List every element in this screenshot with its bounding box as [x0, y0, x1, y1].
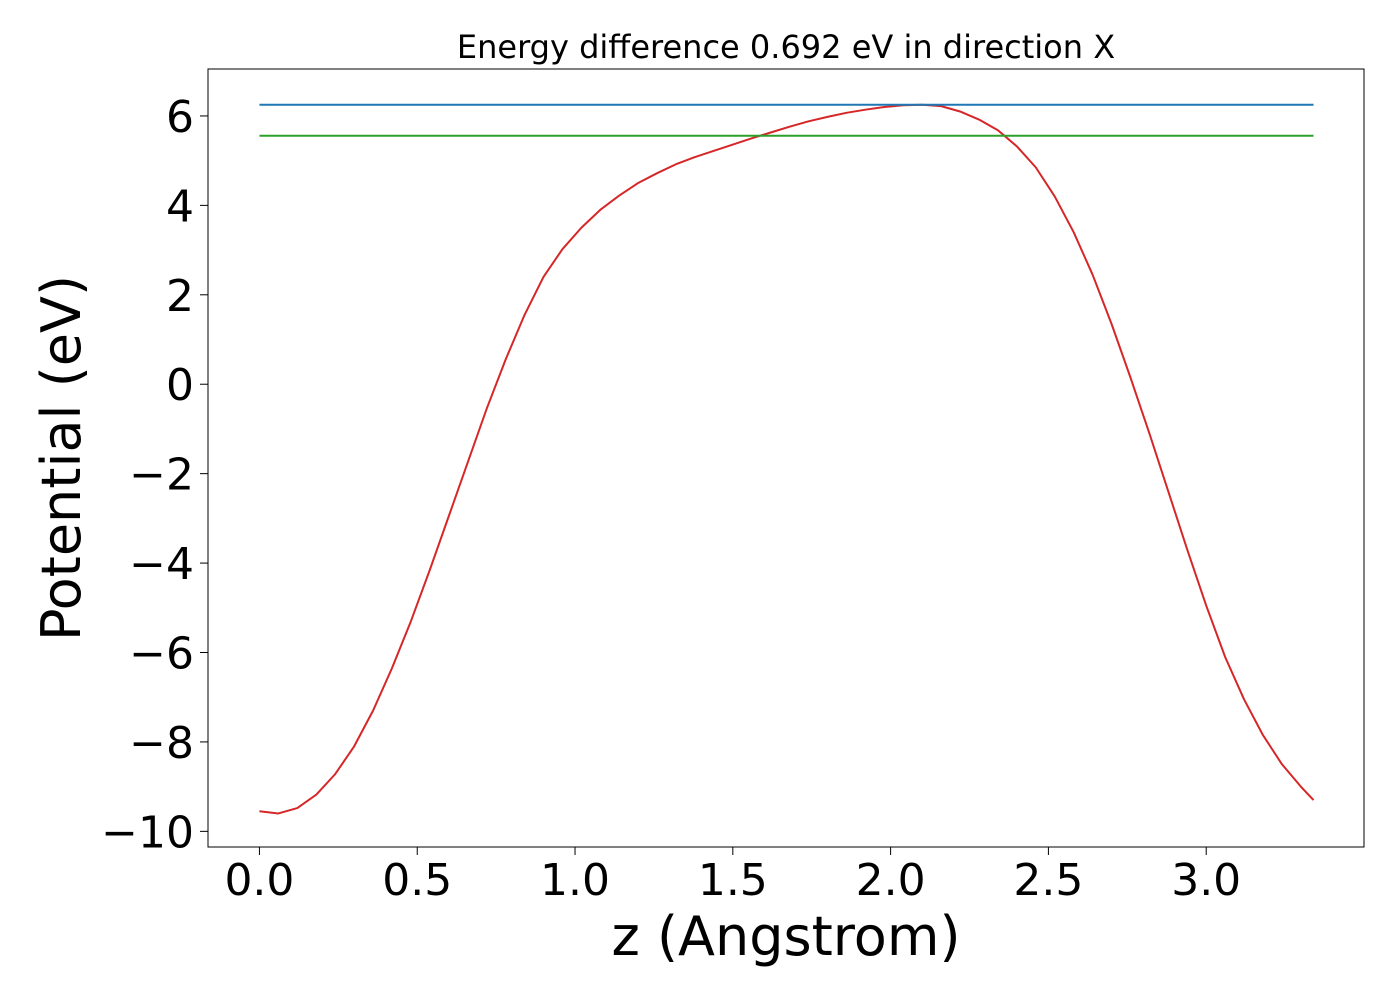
- x-tick-label: 0.0: [224, 855, 294, 906]
- x-tick-label: 1.5: [698, 855, 768, 906]
- y-tick-label: 2: [166, 271, 194, 322]
- y-tick-label: 0: [166, 360, 194, 411]
- y-tick-label: −4: [129, 539, 194, 590]
- y-axis-label: Potential (eV): [30, 275, 93, 641]
- plot-area: [207, 68, 1365, 848]
- y-tick-label: 6: [166, 92, 194, 143]
- chart-title: Energy difference 0.692 eV in direction …: [457, 28, 1115, 66]
- x-tick-label: 3.0: [1171, 855, 1241, 906]
- y-tick-label: −10: [101, 807, 194, 858]
- x-axis-label: z (Angstrom): [611, 905, 960, 968]
- x-tick-label: 2.0: [856, 855, 926, 906]
- x-tick-label: 0.5: [382, 855, 452, 906]
- series-line-0: [259, 103, 1315, 815]
- y-tick-label: −8: [129, 718, 194, 769]
- y-tick-label: −6: [129, 629, 194, 680]
- x-tick-label: 2.5: [1013, 855, 1083, 906]
- y-tick-label: −2: [129, 450, 194, 501]
- y-tick-label: 4: [166, 181, 194, 232]
- plot-frame: [207, 68, 1365, 848]
- x-tick-label: 1.0: [540, 855, 610, 906]
- y-axis: −10 −8 −6 −4 −2 0 2 4 6: [101, 92, 208, 858]
- x-axis: 0.0 0.5 1.0 1.5 2.0 2.5 3.0: [224, 847, 1241, 906]
